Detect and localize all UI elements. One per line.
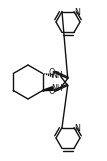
- Text: N: N: [74, 124, 80, 133]
- Text: NH: NH: [51, 71, 63, 80]
- Text: O: O: [48, 87, 54, 96]
- Text: O: O: [48, 68, 54, 77]
- Text: N: N: [74, 8, 80, 17]
- Polygon shape: [43, 87, 53, 91]
- Text: NH: NH: [51, 84, 63, 93]
